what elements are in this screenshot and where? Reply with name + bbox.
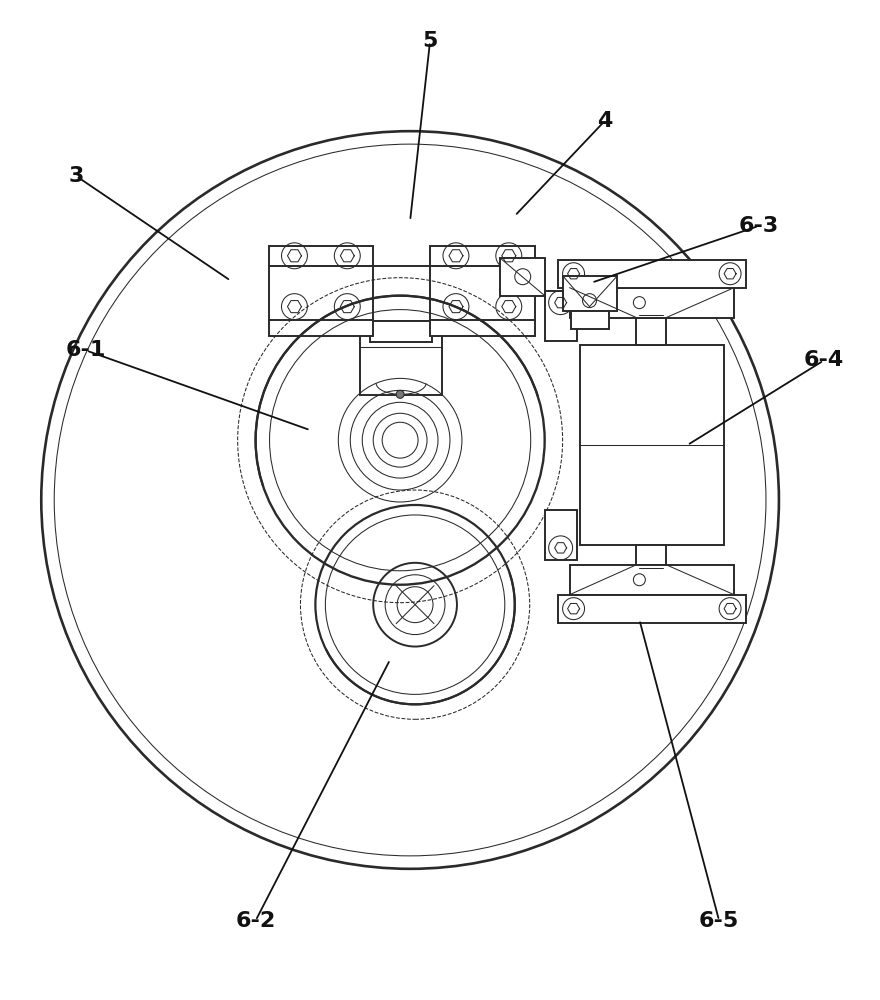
Bar [569,565,734,595]
Text: 6-4: 6-4 [803,350,844,370]
Bar [370,321,432,342]
Bar [360,321,442,395]
Text: 3: 3 [69,166,84,186]
Bar [268,266,373,321]
Circle shape [396,390,404,398]
Text: 4: 4 [597,111,612,131]
Bar [545,510,576,560]
Bar [545,291,576,341]
Bar [570,311,610,329]
Bar [268,246,373,266]
Bar [558,260,746,288]
Bar [562,276,618,311]
Bar [430,320,535,336]
Bar [636,318,666,345]
Bar [636,545,666,565]
Bar [430,246,535,266]
Bar [569,288,734,318]
Bar [558,595,746,623]
Bar [500,258,545,296]
Text: 5: 5 [422,31,437,51]
Bar [268,320,373,336]
Text: 6-5: 6-5 [699,911,739,931]
Text: 6-3: 6-3 [739,216,779,236]
Text: 6-1: 6-1 [66,340,106,360]
Text: 6-2: 6-2 [236,911,275,931]
Bar [580,345,724,545]
Bar [430,266,535,321]
